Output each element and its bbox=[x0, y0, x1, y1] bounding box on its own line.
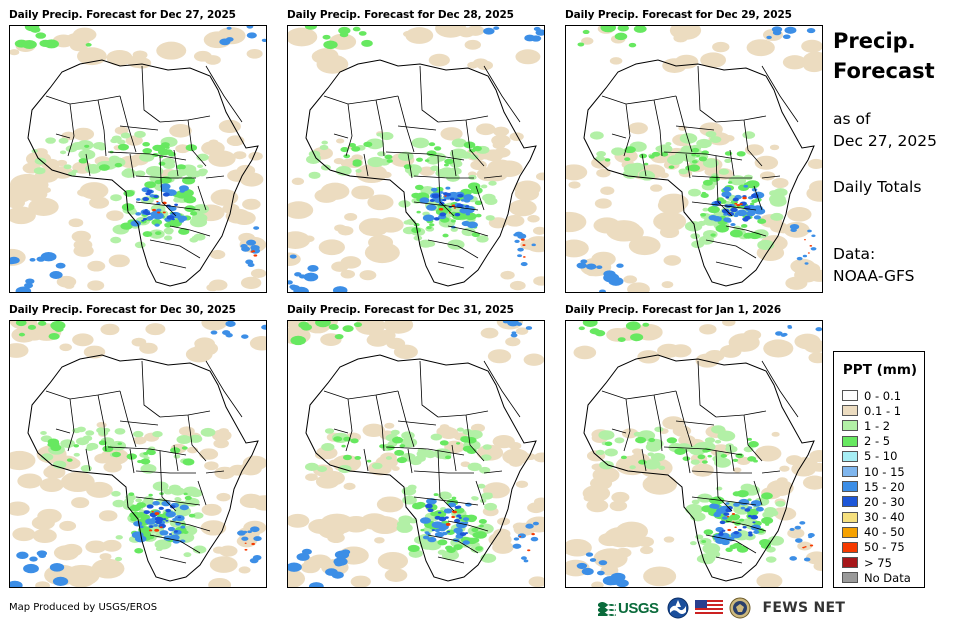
legend-item: 20 - 30 bbox=[842, 494, 911, 509]
legend-label: 15 - 20 bbox=[864, 479, 905, 494]
legend-item: 40 - 50 bbox=[842, 525, 911, 540]
africa-map-svg bbox=[10, 321, 266, 587]
legend-swatch bbox=[842, 496, 858, 508]
noaa-icon bbox=[667, 597, 689, 619]
forecast-panel-6: Daily Precip. Forecast for Jan 1, 2026 bbox=[565, 304, 825, 594]
legend-swatch bbox=[842, 450, 858, 462]
legend-item: 15 - 20 bbox=[842, 479, 911, 494]
precip-map bbox=[565, 320, 823, 588]
legend-swatch bbox=[842, 420, 858, 432]
legend-label: 40 - 50 bbox=[864, 525, 905, 540]
legend-label: 2 - 5 bbox=[864, 434, 891, 449]
legend-label: 0 - 0.1 bbox=[864, 388, 902, 403]
legend-label: 20 - 30 bbox=[864, 494, 905, 509]
legend-item: > 75 bbox=[842, 555, 911, 570]
precip-map bbox=[9, 320, 267, 588]
panel-title: Daily Precip. Forecast for Dec 31, 2025 bbox=[287, 304, 514, 316]
panel-title: Daily Precip. Forecast for Jan 1, 2026 bbox=[565, 304, 782, 316]
legend-label: 5 - 10 bbox=[864, 449, 898, 464]
forecast-panel-3: Daily Precip. Forecast for Dec 29, 2025 bbox=[565, 9, 825, 299]
legend-item: 2 - 5 bbox=[842, 434, 911, 449]
legend-item: 0.1 - 1 bbox=[842, 403, 911, 418]
map-credit: Map Produced by USGS/EROS bbox=[9, 602, 158, 613]
africa-map-svg bbox=[566, 321, 822, 587]
legend-swatch bbox=[842, 481, 858, 493]
us-flag-icon bbox=[694, 600, 723, 616]
forecast-panel-2: Daily Precip. Forecast for Dec 28, 2025 bbox=[287, 9, 547, 299]
africa-map-svg bbox=[10, 26, 266, 292]
footer-logos: USGS FEWS NET bbox=[598, 597, 845, 619]
noaa-logo bbox=[667, 597, 689, 619]
africa-map-svg bbox=[288, 321, 544, 587]
legend-swatch bbox=[842, 466, 858, 478]
precip-map bbox=[287, 25, 545, 293]
legend-swatch bbox=[842, 541, 858, 553]
legend-swatch bbox=[842, 557, 858, 569]
as-of-block: as of Dec 27, 2025 bbox=[833, 108, 937, 152]
legend-item: No Data bbox=[842, 570, 911, 585]
sidebar-title-line2: Forecast bbox=[833, 59, 935, 83]
legend-swatch bbox=[842, 526, 858, 538]
as-of-label: as of bbox=[833, 110, 871, 128]
legend-item: 50 - 75 bbox=[842, 540, 911, 555]
legend-label: 1 - 2 bbox=[864, 418, 891, 433]
legend-swatch bbox=[842, 390, 858, 402]
as-of-date: Dec 27, 2025 bbox=[833, 132, 937, 150]
panel-title: Daily Precip. Forecast for Dec 30, 2025 bbox=[9, 304, 236, 316]
africa-map-svg bbox=[288, 26, 544, 292]
us-flag-logo bbox=[694, 600, 723, 616]
legend-label: 10 - 15 bbox=[864, 464, 905, 479]
forecast-panel-5: Daily Precip. Forecast for Dec 31, 2025 bbox=[287, 304, 547, 594]
legend-item: 0 - 0.1 bbox=[842, 388, 911, 403]
usgs-text: USGS bbox=[618, 599, 659, 617]
data-source-block: Data: NOAA-GFS bbox=[833, 243, 914, 287]
legend-label: 30 - 40 bbox=[864, 510, 905, 525]
daily-totals-label: Daily Totals bbox=[833, 178, 922, 196]
legend-swatch bbox=[842, 511, 858, 523]
panel-title: Daily Precip. Forecast for Dec 29, 2025 bbox=[565, 9, 792, 21]
data-source: NOAA-GFS bbox=[833, 267, 915, 285]
precip-map bbox=[565, 25, 823, 293]
sidebar-title-line1: Precip. bbox=[833, 29, 916, 53]
legend-title: PPT (mm) bbox=[842, 362, 918, 378]
sidebar-title: Precip. Forecast bbox=[833, 26, 935, 86]
panel-title: Daily Precip. Forecast for Dec 27, 2025 bbox=[9, 9, 236, 21]
legend-swatch bbox=[842, 435, 858, 447]
panel-title: Daily Precip. Forecast for Dec 28, 2025 bbox=[287, 9, 514, 21]
precip-map bbox=[9, 25, 267, 293]
legend-swatch bbox=[842, 572, 858, 584]
legend-label: > 75 bbox=[864, 555, 892, 570]
legend-item: 10 - 15 bbox=[842, 464, 911, 479]
usgs-wave-icon bbox=[598, 602, 616, 616]
legend-label: 50 - 75 bbox=[864, 540, 905, 555]
forecast-panel-1: Daily Precip. Forecast for Dec 27, 2025 bbox=[9, 9, 269, 299]
usgs-logo: USGS bbox=[598, 600, 659, 617]
precip-map bbox=[287, 320, 545, 588]
legend-swatch bbox=[842, 405, 858, 417]
legend-item: 1 - 2 bbox=[842, 418, 911, 433]
legend-label: 0.1 - 1 bbox=[864, 403, 902, 418]
data-label: Data: bbox=[833, 245, 876, 263]
legend-item: 5 - 10 bbox=[842, 449, 911, 464]
state-dept-seal bbox=[729, 597, 751, 619]
africa-map-svg bbox=[566, 26, 822, 292]
seal-icon bbox=[729, 597, 751, 619]
fews-net-logo: FEWS NET bbox=[762, 600, 846, 616]
forecast-panel-4: Daily Precip. Forecast for Dec 30, 2025 bbox=[9, 304, 269, 594]
legend-label: No Data bbox=[864, 570, 911, 585]
legend-item: 30 - 40 bbox=[842, 510, 911, 525]
